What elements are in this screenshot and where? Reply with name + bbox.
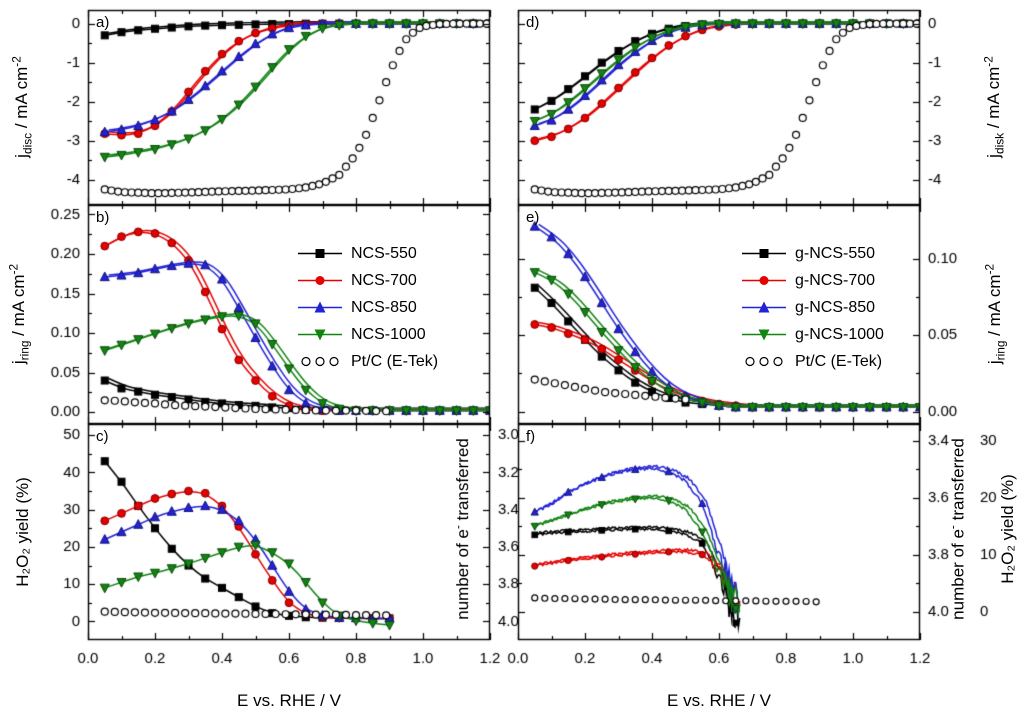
panel-label-b: b) [96,209,110,226]
legend-item: Pt/C (E-Tek) [297,348,438,375]
legend-ncs: NCS-550 NCS-700 NCS-850 NCS-1000 Pt/C (E-Tek… [297,240,438,375]
legend-marker-tri-up [742,301,786,313]
legend-label: g-NCS-700 [795,271,876,289]
legend-label: Pt/C (E-Tek) [351,352,439,370]
legend-item: Pt/C (E-Tek) [741,348,884,375]
legend-item: g-NCS-1000 [741,321,884,348]
panel-label-d: d) [526,14,540,31]
legend-item: NCS-850 [297,294,438,321]
legend-item: g-NCS-850 [741,294,884,321]
y-axis-label-h2o2-right: H₂O₂ yield (%) [998,474,1017,584]
legend-marker-square [298,249,342,258]
panel-label-a: a) [96,14,110,31]
legend-label: NCS-700 [351,271,417,289]
panel-label-c: c) [96,428,109,445]
legend-marker-tri-up [298,301,342,313]
legend-marker-tri-down [298,329,342,341]
panel-label-f: f) [526,428,536,445]
legend-marker-open-circles [745,356,783,367]
legend-marker-circle [742,276,786,285]
legend-label: g-NCS-850 [795,298,876,316]
legend-label: NCS-850 [351,298,417,316]
legend-marker-tri-down [742,329,786,341]
y-axis-label-ne-left-panel: number of e- transferred [450,438,473,620]
y-axis-label-jring-right: jring / mA cm-2 [982,263,1008,365]
legend-marker-square [742,249,786,258]
y-axis-label-ne-right-panel: number of e- transferred [945,438,968,620]
legend-gncs: g-NCS-550 g-NCS-700 g-NCS-850 g-NCS-1000 Pt/… [741,240,884,375]
legend-marker-open-circles [301,356,339,367]
legend-item: NCS-1000 [297,321,438,348]
legend-item: g-NCS-550 [741,240,884,267]
legend-label: NCS-550 [351,244,417,262]
y-axis-label-jdisc: jdisc / mA cm-2 [9,56,35,158]
panel-label-e: e) [526,209,540,226]
y-axis-label-jring-left: jring / mA cm-2 [6,263,32,365]
legend-marker-circle [298,276,342,285]
y-axis-label-jdisk: jdisk / mA cm-2 [981,56,1007,158]
legend-label: NCS-1000 [351,325,426,343]
x-axis-label-right: E vs. RHE / V [667,691,771,710]
x-axis-label-left: E vs. RHE / V [237,691,341,710]
legend-item: g-NCS-700 [741,267,884,294]
legend-label: g-NCS-1000 [795,325,884,343]
legend-label: Pt/C (E-Tek) [795,352,883,370]
y-axis-label-h2o2-left: H₂O₂ yield (%) [13,477,32,587]
legend-item: NCS-550 [297,240,438,267]
legend-label: g-NCS-550 [795,244,876,262]
legend-item: NCS-700 [297,267,438,294]
